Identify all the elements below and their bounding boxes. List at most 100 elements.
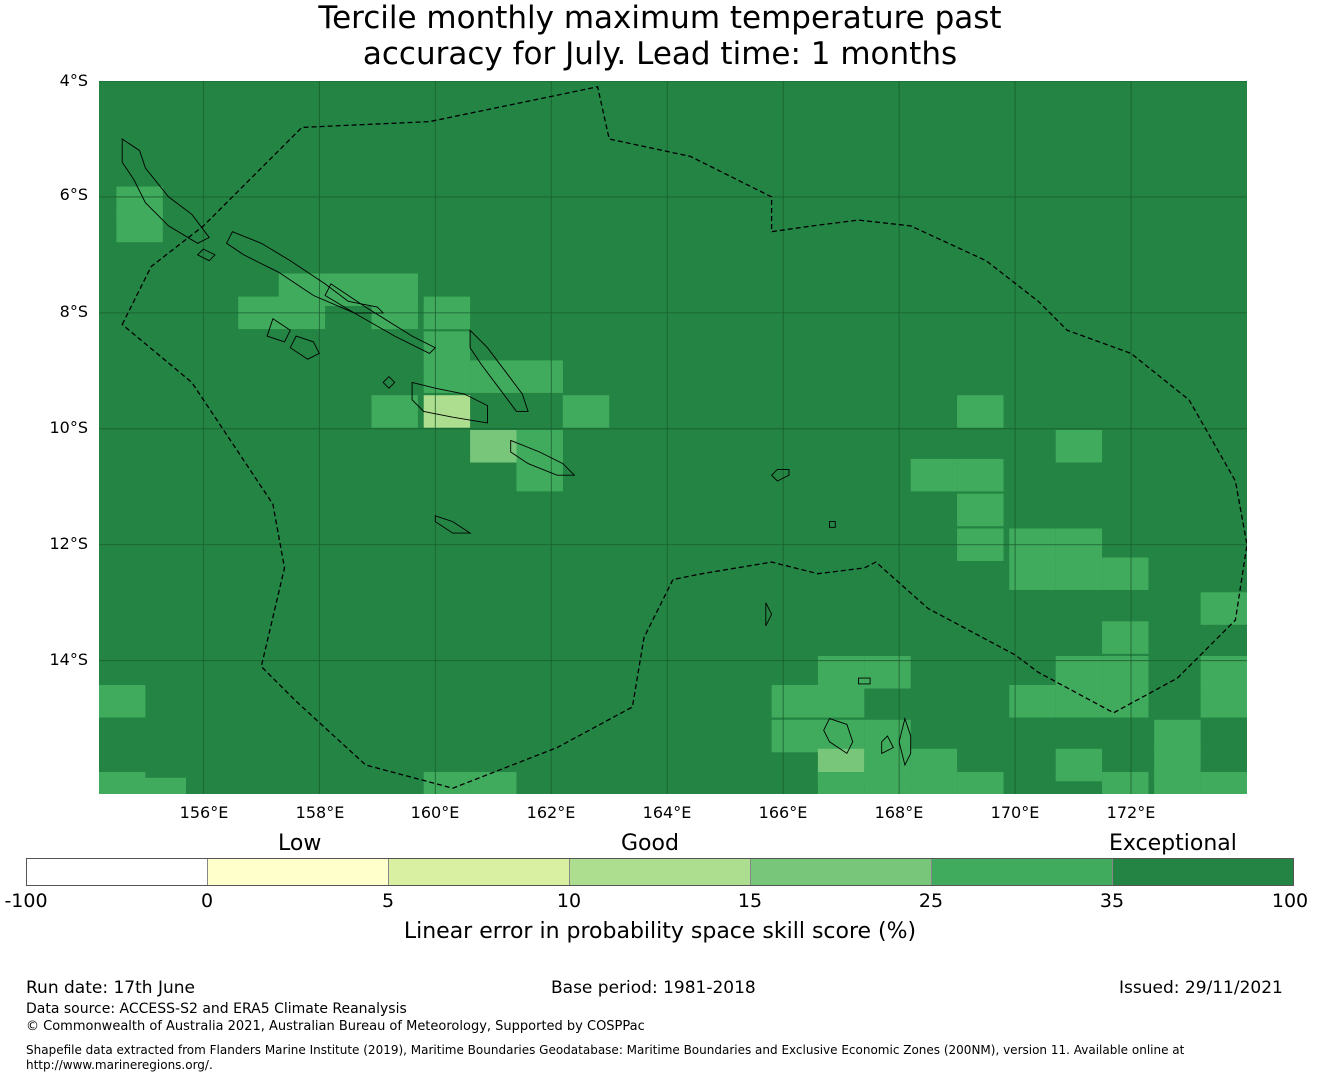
island-outline [289, 335, 320, 360]
skill-cell [423, 360, 471, 393]
copyright: © Commonwealth of Australia 2021, Austra… [26, 1019, 645, 1034]
colorbar-tick: -100 [4, 890, 48, 912]
skill-cell [864, 656, 911, 689]
lat-tick: 10°S [49, 418, 88, 437]
lat-tick: 4°S [59, 71, 88, 90]
lat-tick: 6°S [59, 185, 88, 204]
island-outline [411, 381, 488, 424]
skill-cell [1102, 772, 1149, 794]
skill-cell [562, 395, 610, 428]
category-good: Good [621, 831, 679, 856]
colorbar-label: Linear error in probability space skill … [403, 919, 917, 944]
colorbar-tick: 15 [737, 890, 763, 912]
island-outline [382, 375, 396, 389]
colorbar-tick: 100 [1271, 890, 1309, 912]
skill-cell [771, 685, 818, 718]
skill-cell [957, 458, 1004, 492]
lat-tick: 8°S [59, 302, 88, 321]
skill-cell [910, 458, 958, 492]
skill-cell [817, 719, 865, 753]
colorbar-tick: 35 [1099, 890, 1125, 912]
map-title-line2: accuracy for July. Lead time: 1 months [362, 36, 958, 72]
lon-tick: 160°E [410, 803, 460, 822]
map-area [99, 81, 1247, 794]
skill-cell [817, 685, 865, 718]
skill-cell [1102, 621, 1149, 654]
lat-tick: 14°S [49, 650, 88, 669]
colorbar-tick: 0 [200, 890, 214, 912]
colorbar [26, 858, 1294, 886]
graticule [99, 81, 1247, 794]
lon-tick: 158°E [295, 803, 345, 822]
colorbar-segment [751, 859, 932, 885]
island-outline [829, 521, 836, 528]
run-date: Run date: 17th June [26, 978, 195, 998]
skill-cell [957, 493, 1004, 527]
island-outline [121, 138, 210, 244]
skill-cell [1102, 656, 1149, 689]
eez-boundary [121, 86, 1247, 789]
skill-cell [1055, 685, 1103, 718]
skill-cell [1102, 557, 1149, 590]
skill-cell [771, 719, 818, 753]
skill-cell [1154, 719, 1201, 753]
skill-cell [423, 331, 471, 364]
skill-cell [1200, 772, 1247, 794]
skill-cell [957, 395, 1004, 428]
skill-cell [371, 395, 418, 428]
skill-cell [817, 772, 865, 794]
skill-cell [1009, 557, 1056, 590]
island-outline [858, 677, 871, 685]
skill-cell [1200, 592, 1247, 625]
skill-cell [864, 772, 911, 794]
island-outline [823, 718, 854, 755]
island-outline [226, 231, 385, 314]
island-outline [881, 735, 894, 755]
island-outline [770, 468, 790, 482]
skill-cell [1154, 772, 1201, 794]
island-outline [266, 317, 291, 343]
colorbar-segment [932, 859, 1113, 885]
colorbar-tick: 5 [381, 890, 395, 912]
skill-cell [516, 458, 563, 492]
skill-cell [470, 772, 517, 794]
island-outline [765, 602, 773, 627]
colorbar-segment [208, 859, 389, 885]
skill-cell [516, 360, 563, 393]
colorbar-tick: 10 [556, 890, 582, 912]
shapefile-credit: Shapefile data extracted from Flanders M… [26, 1043, 1185, 1072]
category-exceptional: Exceptional [1109, 831, 1237, 856]
skill-cell [516, 430, 563, 463]
skill-cell [139, 777, 186, 794]
lat-tick: 12°S [49, 534, 88, 553]
colorbar-segment [1113, 859, 1293, 885]
skill-cell [910, 772, 958, 794]
island-outline [196, 248, 216, 262]
skill-cell [423, 395, 471, 428]
island-outline [469, 329, 529, 412]
colorbar-segment [570, 859, 751, 885]
island-outline [510, 439, 576, 476]
colorbar-tick: 25 [918, 890, 944, 912]
skill-cell [957, 772, 1004, 794]
skill-cell [1055, 748, 1103, 782]
skill-cell [1102, 685, 1149, 718]
island-outline [898, 716, 912, 767]
lon-tick: 168°E [874, 803, 924, 822]
data-source: Data source: ACCESS-S2 and ERA5 Climate … [26, 1001, 407, 1017]
lon-tick: 166°E [758, 803, 808, 822]
lon-tick: 156°E [179, 803, 229, 822]
island-outline [434, 515, 472, 534]
lon-tick: 172°E [1106, 803, 1156, 822]
lon-tick: 164°E [642, 803, 692, 822]
skill-cell [1055, 656, 1103, 689]
colorbar-segment [27, 859, 208, 885]
base-period: Base period: 1981-2018 [551, 978, 756, 998]
lon-tick: 162°E [526, 803, 576, 822]
skill-cell [99, 772, 146, 794]
skill-cell [1055, 430, 1103, 463]
map-background [99, 81, 1247, 794]
map-title-line1: Tercile monthly maximum temperature past [318, 0, 1002, 36]
island-outline [324, 283, 437, 354]
skill-cell [1055, 557, 1103, 590]
